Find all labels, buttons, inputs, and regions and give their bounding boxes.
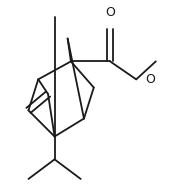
Text: O: O <box>105 6 115 19</box>
Text: O: O <box>145 73 155 86</box>
